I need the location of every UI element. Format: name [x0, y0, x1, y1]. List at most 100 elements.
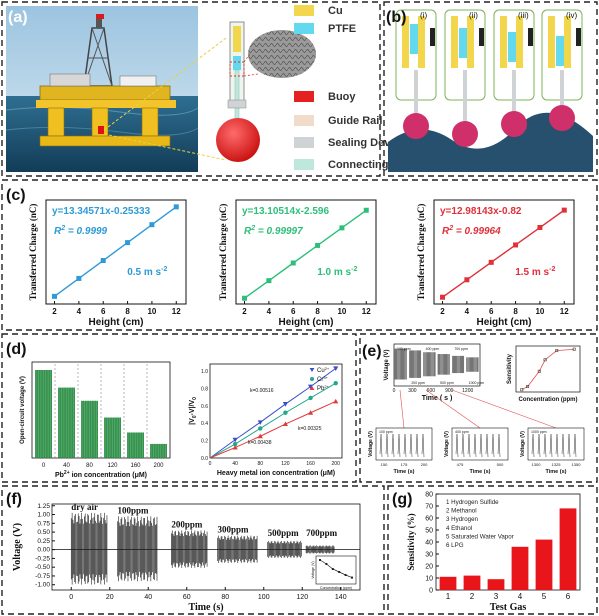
load-resistor	[576, 28, 581, 46]
x-tick-label: 0	[209, 461, 212, 467]
x-tick-label: 0	[69, 594, 73, 601]
segment-label: 300ppm	[218, 525, 250, 535]
connecting-rod	[560, 70, 564, 118]
stage-label: (i)	[420, 11, 427, 20]
data-point	[537, 225, 543, 231]
legend-label: Cu	[328, 5, 343, 17]
load-resistor	[430, 28, 435, 46]
segment-label: 500 ppm	[440, 381, 454, 385]
series-line	[209, 382, 336, 459]
series-line	[209, 367, 337, 459]
panel-label-b: (b)	[386, 9, 406, 26]
x-tick-label: 120	[296, 594, 308, 601]
x-axis-label: Time (s)	[470, 469, 491, 475]
legend-label: Sealing Device	[328, 137, 406, 149]
voltage-trace	[267, 540, 302, 558]
y-tick-label: 0.00	[37, 547, 50, 554]
x-tick-label: 475	[457, 462, 464, 467]
x-tick-label: 4	[267, 307, 272, 316]
cu-electrode	[402, 16, 409, 68]
x-tick-label: 6	[101, 307, 106, 316]
legend-swatch	[294, 5, 314, 16]
y-tick-label: -0.50	[35, 564, 50, 571]
x-tick-label: 140	[335, 594, 347, 601]
segment-label: 700 ppm	[454, 347, 468, 351]
slope-annotation: k=0.00516	[250, 388, 274, 394]
legend-label: Pb2+	[317, 384, 330, 392]
x-tick-label: 4	[518, 592, 523, 601]
buoy	[403, 113, 429, 139]
data-point	[149, 222, 155, 228]
zoom-label: 1000 ppm	[531, 430, 547, 434]
x-tick-label: 200	[332, 461, 341, 467]
load-resistor	[479, 28, 484, 46]
voltage-trace	[452, 355, 465, 374]
segment-label: 100ppm	[117, 505, 149, 515]
data-point	[333, 380, 338, 386]
panel-label-e: (e)	[362, 343, 382, 360]
x-tick-label: 150	[381, 462, 388, 467]
y-tick-label: -0.75	[35, 573, 50, 580]
connecting-rod	[463, 70, 467, 134]
y-tick-label: 1.25	[37, 503, 50, 510]
voltage-trace	[217, 535, 258, 563]
fit-line	[442, 209, 565, 298]
x-axis-label: Height (cm)	[477, 317, 532, 328]
x-tick-label: 200	[421, 462, 428, 467]
data-point	[513, 242, 519, 248]
data-point	[282, 402, 289, 407]
chart-e-main: 100 ppm 200 ppm 400 ppm 500 ppm 700 ppm 1000 …	[384, 343, 484, 402]
y-tick-label: 0	[429, 588, 433, 595]
fit-equation: y=12.98143x-0.82	[440, 206, 522, 217]
data-point	[258, 426, 263, 431]
y-tick-label: 0.8	[201, 386, 208, 392]
x-tick-label: 300	[408, 388, 417, 394]
x-tick-label: 160	[306, 461, 315, 467]
legend-label: Cu2+	[317, 366, 330, 374]
data-point	[257, 433, 263, 439]
speed-annotation: 0.5 m s-2	[127, 266, 167, 278]
x-tick-label: 0	[393, 388, 396, 394]
x-tick-label: 200	[153, 463, 164, 469]
data-point	[333, 398, 339, 404]
bar	[439, 576, 457, 590]
x-axis-label: Height (cm)	[89, 317, 144, 328]
panel-c: 2 4 6 8 10 12 Height (cm) Transferred Charge (n…	[1, 179, 598, 331]
x-tick-label: 10	[535, 307, 544, 316]
voltage-trace	[70, 512, 108, 585]
y-tick-label: -1.00	[35, 582, 50, 589]
zoom-label: 400 ppm	[455, 430, 469, 434]
bar	[559, 508, 577, 590]
voltage-trace	[117, 516, 158, 582]
y-tick-label: 0.0	[201, 456, 208, 462]
voltage-trace	[394, 348, 407, 380]
zoom-trace	[531, 433, 577, 458]
segment-label: dry air	[71, 502, 98, 512]
legend-label: Buoy	[328, 91, 356, 103]
x-tick-label: 12	[362, 307, 371, 316]
panel-label-a: (a)	[8, 9, 28, 26]
chart-e-zooms: 100 ppm 150 175 200 Time (s) Voltage (V) 400 p…	[368, 389, 585, 475]
data-point	[257, 420, 263, 425]
x-tick-label: 120	[281, 461, 290, 467]
legend-label: Cr3+	[317, 375, 329, 383]
chart-c2: 2 4 6 8 10 12 Height (cm) Transferred Charge (n…	[218, 199, 377, 328]
connecting-rod	[512, 70, 516, 124]
x-tick-label: 80	[86, 463, 93, 469]
r2-label: R2 = 0.9999	[54, 225, 108, 237]
segment-label: 400 ppm	[426, 347, 440, 351]
y-axis-label: Voltage (V)	[368, 431, 374, 457]
voltage-trace	[305, 545, 335, 554]
x-axis-label: Time (s)	[188, 602, 223, 613]
y-tick-label: 80	[425, 492, 433, 499]
y-axis-label: Sensitivity	[507, 353, 513, 384]
fit-curve	[521, 348, 575, 391]
x-tick-label: 8	[513, 307, 518, 316]
y-tick-label: 0.50	[37, 529, 50, 536]
plot-frame	[515, 345, 581, 393]
legend-swatch	[294, 137, 314, 148]
x-tick-label: 175	[401, 462, 408, 467]
segment-label: 100 ppm	[397, 347, 411, 351]
